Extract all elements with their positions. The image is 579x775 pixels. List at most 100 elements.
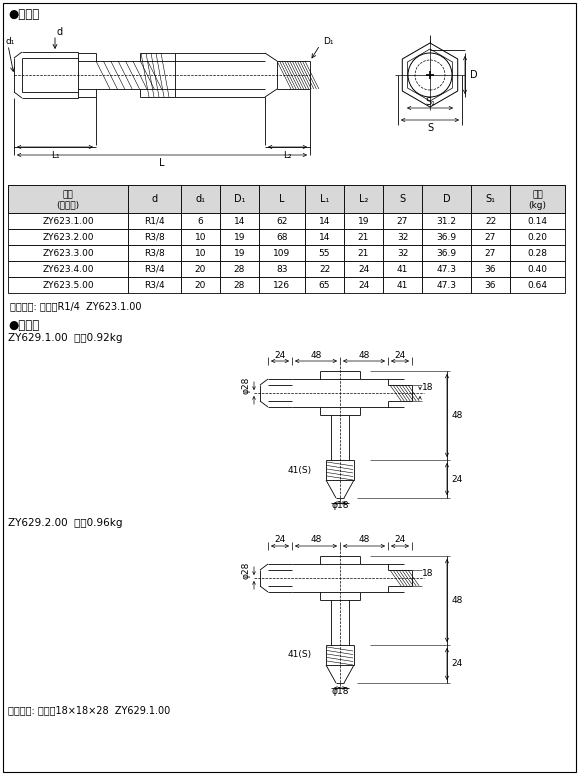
Bar [471, 245, 510, 261]
Text: 代号: 代号 [63, 191, 74, 199]
Bar [422, 261, 471, 277]
Text: 0.40: 0.40 [527, 264, 548, 274]
Bar [305, 261, 344, 277]
Text: 19: 19 [234, 249, 245, 257]
Bar [8, 185, 565, 213]
Text: L₂: L₂ [283, 150, 292, 160]
Text: 47.3: 47.3 [437, 264, 456, 274]
Text: 36.9: 36.9 [437, 232, 457, 242]
Text: 24: 24 [274, 536, 285, 545]
Text: 48: 48 [358, 536, 369, 545]
Text: L₁: L₁ [51, 150, 59, 160]
Text: d₁: d₁ [5, 37, 14, 46]
Bar [305, 277, 344, 293]
Bar [181, 245, 220, 261]
Text: R3/4: R3/4 [144, 264, 165, 274]
Text: d: d [152, 194, 157, 204]
Text: ●管接头: ●管接头 [8, 8, 39, 21]
Bar [471, 185, 510, 213]
Text: R1/4: R1/4 [144, 216, 165, 226]
Bar [305, 245, 344, 261]
Text: R3/4: R3/4 [144, 281, 165, 290]
Bar [8, 213, 128, 229]
Text: 21: 21 [358, 232, 369, 242]
Text: (kg): (kg) [529, 201, 547, 210]
Text: φ18: φ18 [331, 687, 349, 695]
Bar [383, 185, 422, 213]
Bar [305, 213, 344, 229]
Bar [128, 277, 181, 293]
Bar [259, 245, 305, 261]
Text: 55: 55 [319, 249, 330, 257]
Bar [8, 277, 128, 293]
Bar [8, 185, 128, 213]
Bar [259, 261, 305, 277]
Text: L₁: L₁ [320, 194, 329, 204]
Text: 24: 24 [358, 264, 369, 274]
Text: 24: 24 [394, 350, 406, 360]
Bar [510, 185, 565, 213]
Bar [259, 277, 305, 293]
Text: 20: 20 [195, 281, 206, 290]
Bar [510, 245, 565, 261]
Text: S: S [427, 123, 433, 133]
Text: 重量: 重量 [532, 191, 543, 199]
Text: d: d [57, 27, 63, 37]
Bar [471, 261, 510, 277]
Text: 24: 24 [274, 350, 285, 360]
Text: 28: 28 [234, 264, 245, 274]
Text: 36.9: 36.9 [437, 249, 457, 257]
Text: 27: 27 [485, 232, 496, 242]
Bar [422, 277, 471, 293]
Text: (订货号): (订货号) [56, 201, 79, 210]
Bar [8, 245, 128, 261]
Text: 0.28: 0.28 [527, 249, 548, 257]
Text: ZY629.1.00  重量0.92kg: ZY629.1.00 重量0.92kg [8, 333, 123, 343]
Bar [383, 261, 422, 277]
Bar [8, 229, 128, 245]
Bar [8, 261, 128, 277]
Text: 10: 10 [195, 249, 206, 257]
Text: 36: 36 [485, 264, 496, 274]
Text: 83: 83 [276, 264, 288, 274]
Text: 27: 27 [397, 216, 408, 226]
Text: 47.3: 47.3 [437, 281, 456, 290]
Text: 19: 19 [358, 216, 369, 226]
Bar [344, 185, 383, 213]
Text: 48: 48 [358, 350, 369, 360]
Text: 20: 20 [195, 264, 206, 274]
Text: S: S [400, 194, 405, 204]
Bar [220, 229, 259, 245]
Text: R3/8: R3/8 [144, 249, 165, 257]
Text: 18: 18 [422, 569, 434, 577]
Text: 41: 41 [397, 264, 408, 274]
Bar [128, 185, 181, 213]
Bar [220, 277, 259, 293]
Text: 32: 32 [397, 232, 408, 242]
Text: 标记示例: 管接头R1/4  ZY623.1.00: 标记示例: 管接头R1/4 ZY623.1.00 [10, 301, 141, 311]
Text: S₁: S₁ [425, 97, 435, 107]
Text: D₁: D₁ [323, 37, 334, 46]
Text: 19: 19 [234, 232, 245, 242]
Bar [181, 229, 220, 245]
Text: ZY623.5.00: ZY623.5.00 [42, 281, 94, 290]
Bar [181, 185, 220, 213]
Text: 126: 126 [273, 281, 291, 290]
Text: ZY623.1.00: ZY623.1.00 [42, 216, 94, 226]
Bar [422, 213, 471, 229]
Text: 24: 24 [358, 281, 369, 290]
Bar [128, 229, 181, 245]
Text: 22: 22 [319, 264, 330, 274]
Bar [305, 185, 344, 213]
Text: 65: 65 [319, 281, 330, 290]
Text: φ18: φ18 [331, 501, 349, 511]
Bar [220, 185, 259, 213]
Bar [383, 277, 422, 293]
Text: 32: 32 [397, 249, 408, 257]
Bar [422, 229, 471, 245]
Text: D: D [470, 70, 478, 80]
Bar [510, 261, 565, 277]
Text: 68: 68 [276, 232, 288, 242]
Text: 36: 36 [485, 281, 496, 290]
Text: R3/8: R3/8 [144, 232, 165, 242]
